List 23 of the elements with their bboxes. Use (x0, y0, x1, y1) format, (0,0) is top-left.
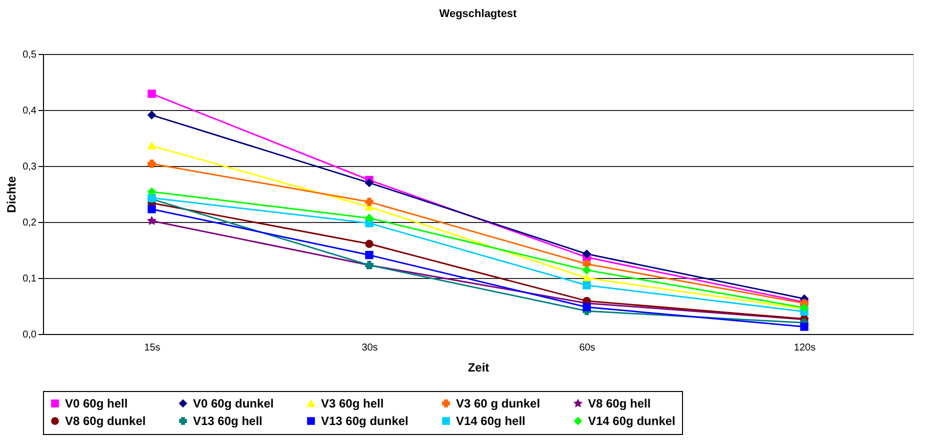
legend-label: V14 60g dunkel (588, 414, 676, 428)
chart-title: Wegschlagtest (439, 8, 518, 20)
y-tick-label: 0,3 (22, 162, 37, 172)
legend-label: V14 60g hell (456, 414, 526, 428)
legend-label: V0 60g dunkel (193, 396, 274, 410)
x-tick-label: 30s (362, 342, 378, 354)
y-axis-title: Dichte (4, 176, 19, 213)
legend-label: V8 60g dunkel (65, 414, 146, 428)
y-tick-label: 0,0 (22, 330, 37, 340)
legend-label: V3 60g hell (321, 396, 384, 410)
x-tick-label: 120s (794, 342, 816, 354)
legend-label: V0 60g hell (65, 396, 128, 410)
x-tick-label: 60s (579, 342, 596, 354)
x-tick-label: 15s (144, 342, 160, 354)
legend-label: V8 60g hell (588, 396, 651, 410)
y-tick-label: 0,4 (22, 106, 37, 116)
y-tick-label: 0,5 (22, 50, 37, 60)
legend-label: V13 60g hell (193, 414, 262, 428)
legend-label: V13 60g dunkel (321, 414, 408, 428)
y-tick-label: 0,2 (22, 218, 37, 228)
y-tick-label: 0,1 (22, 274, 37, 284)
x-axis-title: Zeit (468, 360, 490, 374)
legend-label: V3 60 g dunkel (456, 396, 540, 410)
